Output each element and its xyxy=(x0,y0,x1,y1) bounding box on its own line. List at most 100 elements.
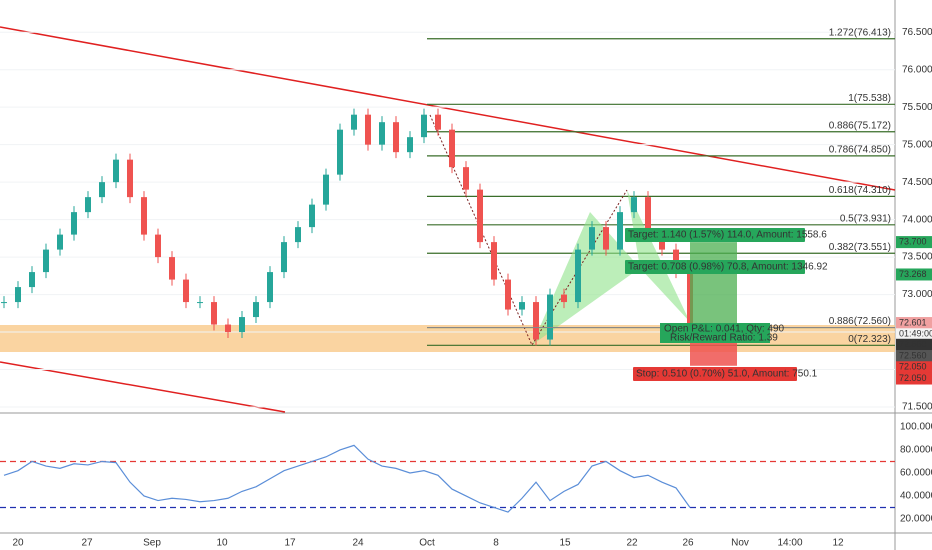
candle-body xyxy=(57,234,63,250)
candle-body xyxy=(141,197,147,235)
fib-label: 1(75.538) xyxy=(848,93,891,104)
candle-body xyxy=(379,122,385,145)
date-label: 14:00 xyxy=(777,538,802,549)
candle-body xyxy=(421,114,427,138)
candle-body xyxy=(631,197,637,213)
date-label: 26 xyxy=(682,538,694,549)
candle-body xyxy=(323,174,329,205)
fib-label: 0.886(75.172) xyxy=(829,120,891,131)
date-label: 22 xyxy=(626,538,638,549)
candle-body xyxy=(659,234,665,250)
candle-body xyxy=(15,287,21,303)
candle-body xyxy=(477,189,483,243)
price-tick-label: 73.500 xyxy=(902,252,932,263)
candle-body xyxy=(645,197,651,235)
candle-body xyxy=(533,302,539,340)
candle-body xyxy=(43,249,49,273)
price-badge-label: 73.700 xyxy=(899,236,927,246)
date-label: Nov xyxy=(731,538,749,549)
rsi-tick-label: 40.0000 xyxy=(900,491,932,502)
date-label: 10 xyxy=(216,538,228,549)
candle-body xyxy=(365,114,371,145)
price-badge xyxy=(896,372,932,385)
price-badge-label: 72.050 xyxy=(899,373,927,383)
candle-body xyxy=(491,242,497,280)
fib-label: 0.5(73.931) xyxy=(840,213,891,224)
candle-body xyxy=(295,227,301,243)
candle-body xyxy=(617,212,623,250)
candle-body xyxy=(183,279,189,303)
candle-body xyxy=(463,167,469,190)
candle-body xyxy=(561,294,567,303)
pattern-triangle xyxy=(627,190,690,322)
candle-body xyxy=(71,212,77,235)
candle-body xyxy=(519,302,525,310)
fib-label: 0.382(73.551) xyxy=(829,242,891,253)
candle-body xyxy=(337,129,343,175)
date-label: 27 xyxy=(81,538,93,549)
price-badge xyxy=(896,268,932,281)
candle-body xyxy=(351,114,357,130)
candle-body xyxy=(85,197,91,213)
candle-body xyxy=(29,272,35,288)
stop-label: Stop: 0.510 (0.70%) 51.0, Amount: 750.1 xyxy=(636,369,818,380)
date-label: 15 xyxy=(559,538,571,549)
date-label: Sep xyxy=(143,538,161,549)
target-zone xyxy=(690,242,737,328)
pnl-label: Open P&L: 0.041, Qty: 490 xyxy=(664,324,785,335)
price-tick-label: 75.500 xyxy=(902,102,932,113)
target-label: Target: 1.140 (1.57%) 114.0, Amount: 155… xyxy=(628,230,827,241)
fib-label: 0(72.323) xyxy=(848,334,891,345)
price-badge xyxy=(896,361,932,374)
candle-body xyxy=(253,302,259,318)
candle-body xyxy=(309,204,315,228)
candle-body xyxy=(225,324,231,333)
candle-body xyxy=(589,227,595,250)
candle-body xyxy=(449,129,455,168)
candle-body xyxy=(239,317,245,333)
candle-body xyxy=(211,302,217,325)
candle-body xyxy=(505,279,511,310)
rr-label: Risk/Reward Ratio: 1.39 xyxy=(670,333,778,344)
fib-label: 0.886(72.560) xyxy=(829,316,891,327)
price-badge xyxy=(896,350,932,363)
candle-body xyxy=(435,114,441,130)
rsi-tick-label: 80.0000 xyxy=(900,445,932,456)
price-tick-label: 76.500 xyxy=(902,27,932,38)
candle-body xyxy=(575,249,581,303)
pattern-triangle xyxy=(532,212,640,345)
target2-label: Target: 0.708 (0.98%) 70.8, Amount: 1346… xyxy=(628,262,828,273)
candle-body xyxy=(1,302,7,304)
rsi-tick-label: 20.0000 xyxy=(900,514,932,525)
rsi-tick-label: 100.0000 xyxy=(900,422,932,433)
candle-body xyxy=(127,159,133,198)
price-badge-label: 73.268 xyxy=(899,269,927,279)
rsi-tick-label: 60.0000 xyxy=(900,468,932,479)
date-label: 17 xyxy=(284,538,296,549)
candle-body xyxy=(407,137,413,153)
pattern-dotted xyxy=(429,114,628,347)
candle-body xyxy=(99,182,105,198)
price-tick-label: 71.500 xyxy=(902,402,932,413)
candle-body xyxy=(169,257,175,280)
price-tick-label: 73.000 xyxy=(902,289,932,300)
date-label: 20 xyxy=(12,538,24,549)
trend-line xyxy=(0,361,286,413)
candle-body xyxy=(155,234,161,258)
stop-label-box xyxy=(633,367,797,381)
price-tick-label: 74.500 xyxy=(902,177,932,188)
fib-label: 1.272(76.413) xyxy=(829,27,891,38)
pnl-box xyxy=(660,323,770,343)
date-label: 24 xyxy=(352,538,364,549)
trend-line xyxy=(0,26,896,191)
target2-label-box xyxy=(625,260,805,274)
date-label: 8 xyxy=(493,538,499,549)
rsi-line xyxy=(3,444,691,513)
price-badge xyxy=(896,328,932,341)
candle-body xyxy=(547,294,553,340)
candle-body xyxy=(603,227,609,250)
price-badge-label: 72.560 xyxy=(899,339,927,349)
date-label: 12 xyxy=(832,538,844,549)
